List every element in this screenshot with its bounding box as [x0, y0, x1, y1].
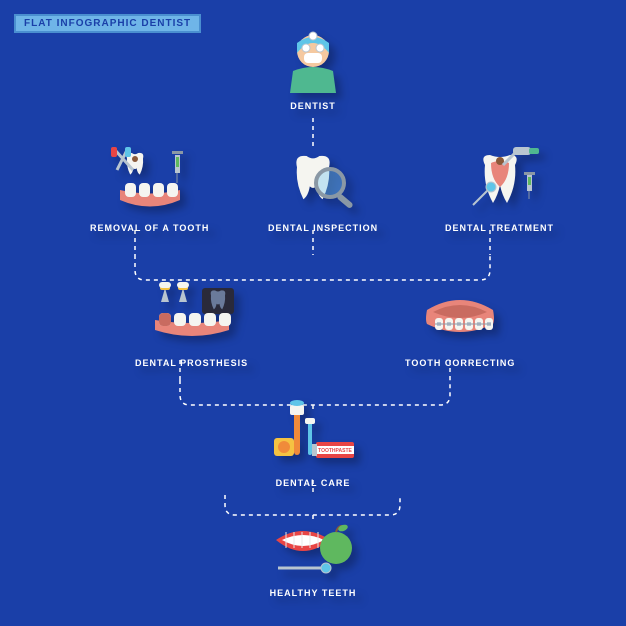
correcting-icon [415, 280, 505, 350]
node-healthy: HEALTHY TEETH [268, 510, 358, 598]
node-inspection: DENTAL INSPECTION [268, 145, 378, 233]
node-label: DENTIST [290, 101, 336, 111]
dentist-icon [268, 23, 358, 93]
node-care: TOOTHPASTE DENTAL CARE [268, 400, 358, 488]
removal-icon [105, 145, 195, 215]
inspection-icon [278, 145, 368, 215]
node-label: REMOVAL OF A TOOTH [90, 223, 209, 233]
node-treatment: DENTAL TREATMENT [445, 145, 554, 233]
prosthesis-icon [147, 280, 237, 350]
care-icon: TOOTHPASTE [268, 400, 358, 470]
node-dentist: DENTIST [268, 23, 358, 111]
node-label: DENTAL INSPECTION [268, 223, 378, 233]
node-correcting: TOOTH CORRECTING [405, 280, 515, 368]
node-label: DENTAL CARE [276, 478, 351, 488]
title-badge: FLAT INFOGRAPHIC DENTIST [14, 14, 201, 33]
node-label: DENTAL PROSTHESIS [135, 358, 248, 368]
node-label: HEALTHY TEETH [270, 588, 357, 598]
treatment-icon [455, 145, 545, 215]
node-prosthesis: DENTAL PROSTHESIS [135, 280, 248, 368]
svg-text:TOOTHPASTE: TOOTHPASTE [318, 448, 352, 454]
node-label: DENTAL TREATMENT [445, 223, 554, 233]
healthy-icon [268, 510, 358, 580]
node-label: TOOTH CORRECTING [405, 358, 515, 368]
node-removal: REMOVAL OF A TOOTH [90, 145, 209, 233]
